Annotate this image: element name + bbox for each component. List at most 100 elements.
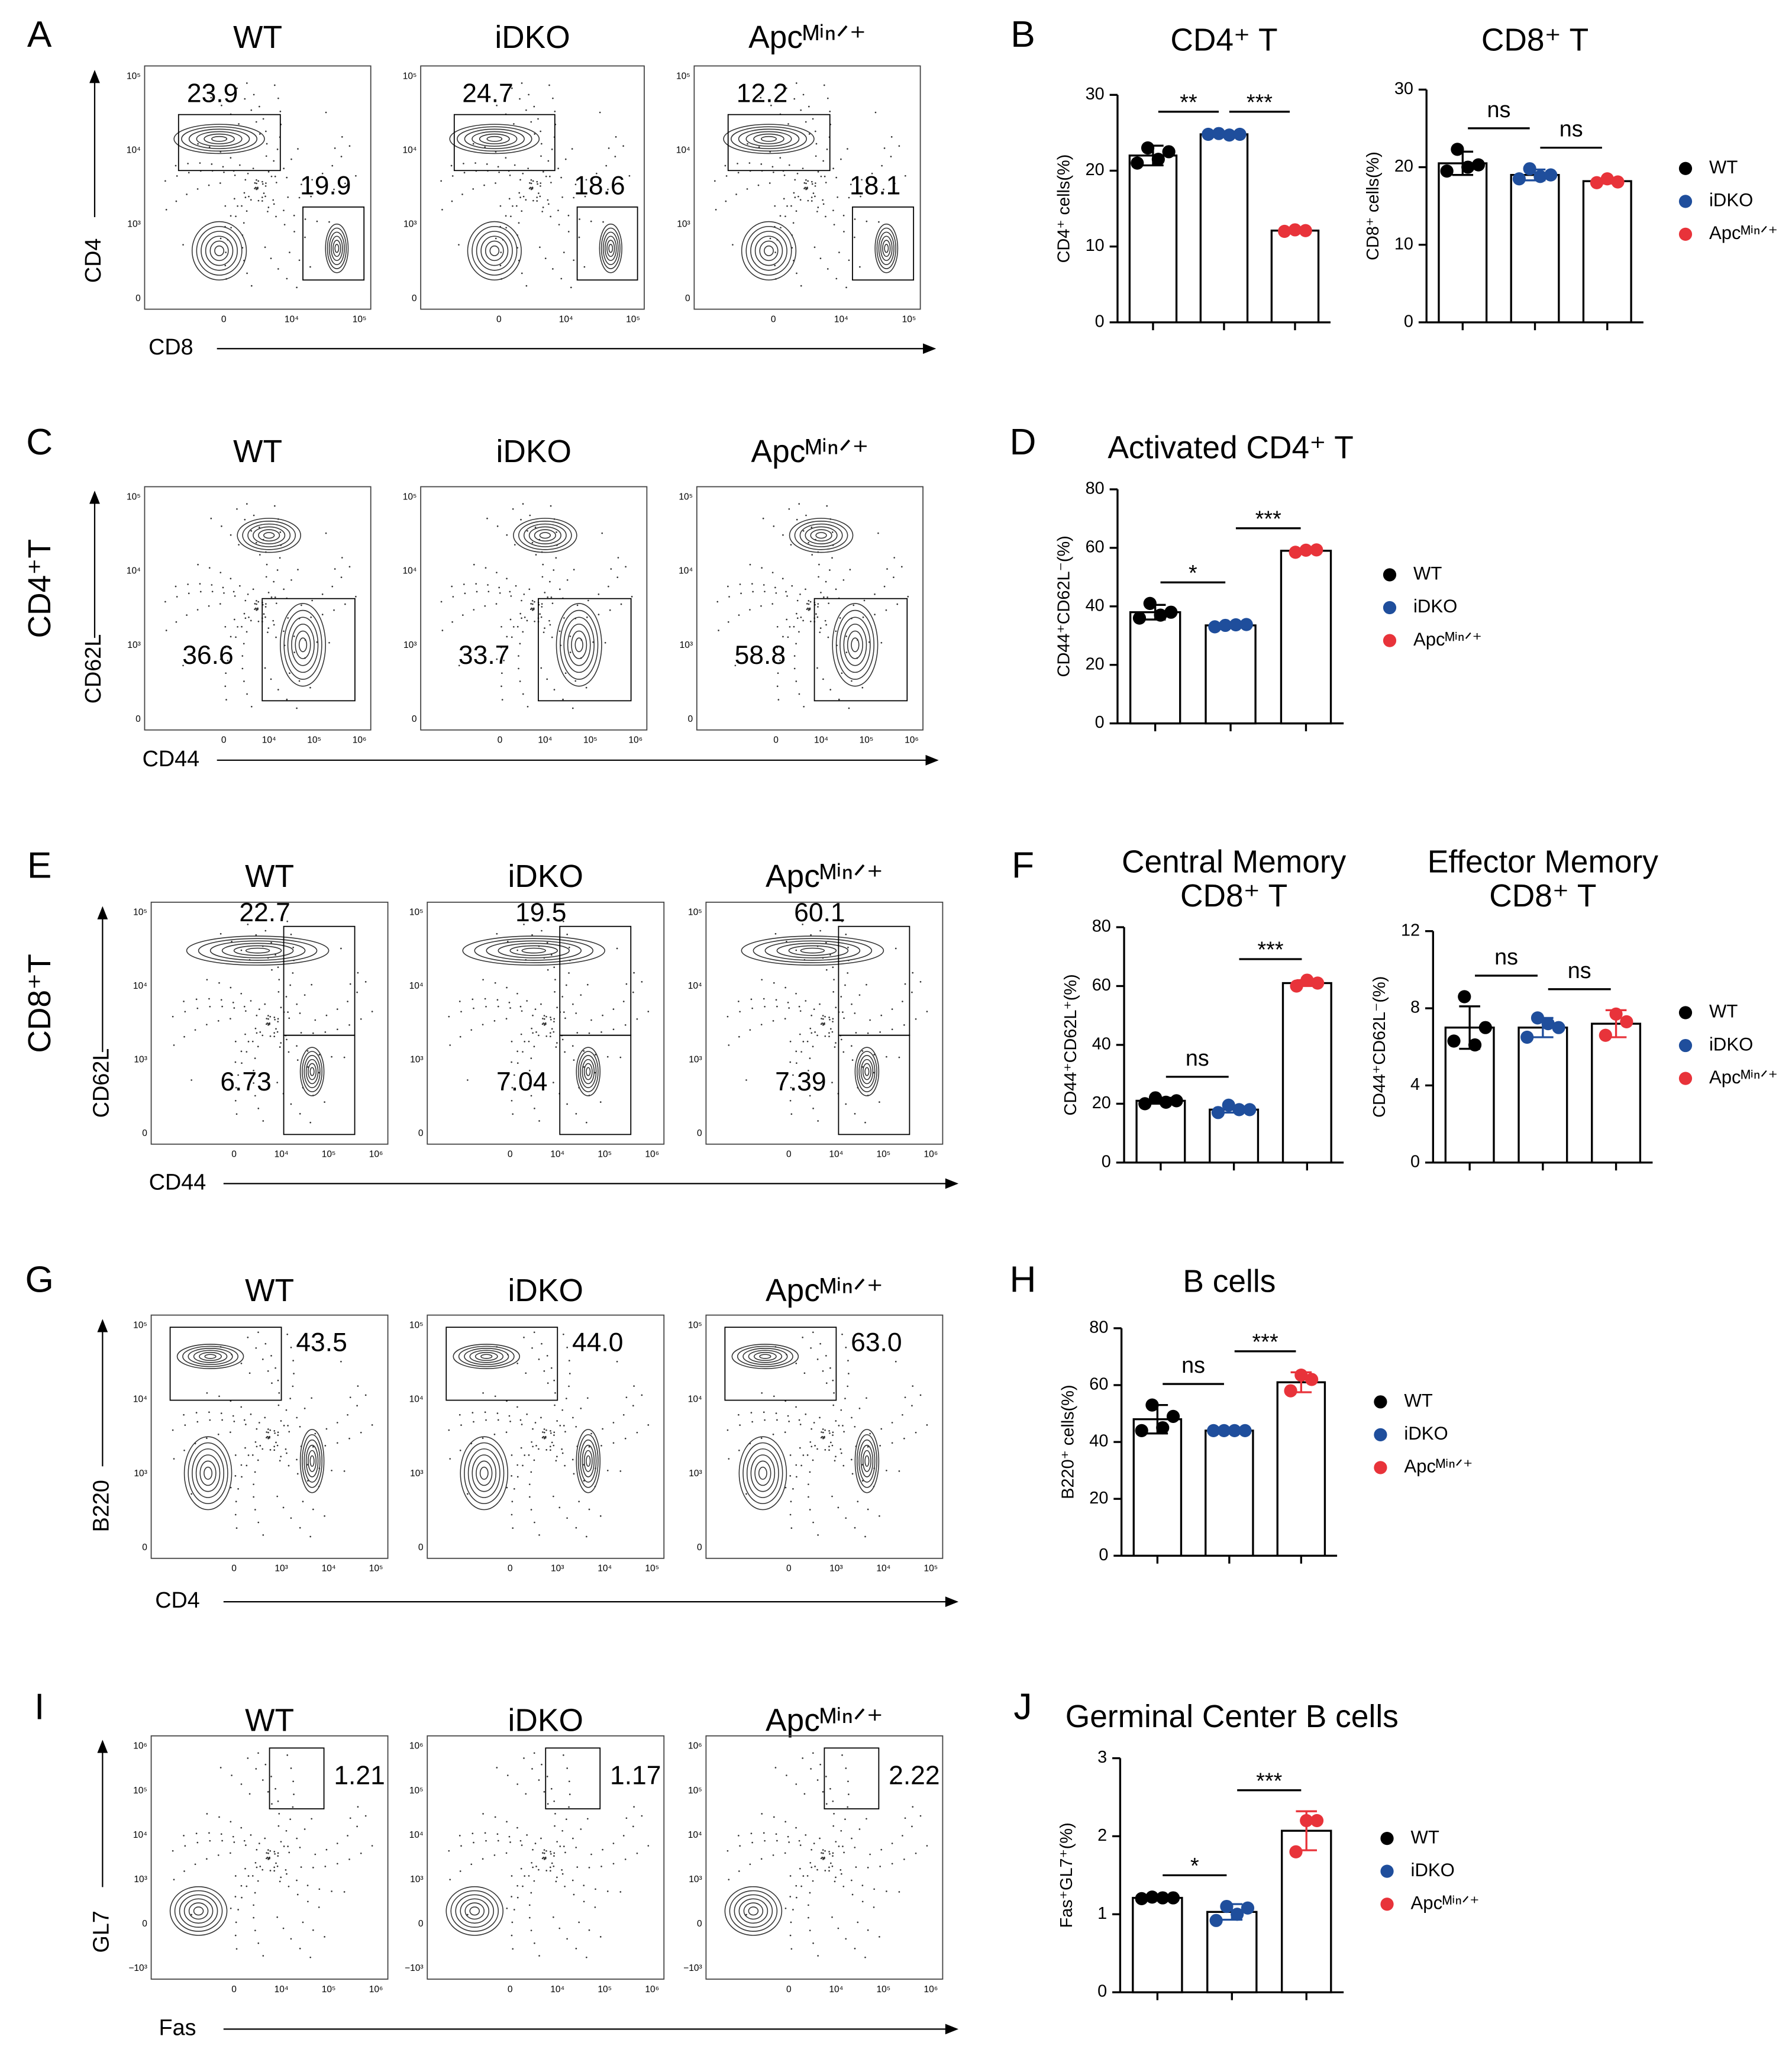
event-dot	[464, 592, 466, 595]
event-dot	[543, 1858, 545, 1860]
event-dot	[919, 1815, 922, 1817]
event-dot	[829, 1862, 832, 1864]
contour	[188, 1442, 228, 1505]
event-dot	[257, 1942, 260, 1944]
event-dot	[275, 636, 277, 638]
y-tick-label: 10⁶	[133, 1741, 147, 1751]
contour	[205, 235, 234, 266]
event-dot	[311, 179, 313, 181]
event-dot	[622, 145, 624, 147]
event-dot	[585, 686, 587, 689]
event-dot	[508, 1835, 511, 1838]
event-dot	[834, 1880, 836, 1883]
y-tick-label: 10⁴	[688, 981, 702, 991]
event-dot	[248, 1372, 251, 1374]
contour	[302, 1434, 323, 1488]
contour	[608, 244, 614, 253]
event-dot	[540, 1003, 542, 1005]
event-dot	[553, 1800, 556, 1802]
event-dot	[524, 1041, 526, 1043]
event-dot	[866, 1818, 867, 1820]
event-dot	[828, 1032, 830, 1034]
contour	[485, 240, 504, 262]
event-dot	[347, 1414, 348, 1416]
event-dot	[264, 1003, 266, 1005]
contour	[479, 1466, 489, 1480]
event-dot	[806, 1040, 809, 1043]
event-dot	[545, 1035, 548, 1037]
event-dot	[796, 612, 797, 615]
event-dot	[572, 1416, 574, 1419]
event-dot	[440, 601, 443, 603]
event-dot	[290, 1938, 292, 1940]
event-dot	[485, 1005, 487, 1008]
event-dot	[535, 1445, 537, 1447]
event-dot	[547, 596, 549, 598]
event-dot	[252, 167, 254, 170]
contour	[738, 1436, 787, 1511]
event-dot	[290, 1517, 292, 1519]
contour	[192, 1448, 225, 1498]
event-dot	[828, 1430, 830, 1432]
event-dot	[543, 1018, 545, 1020]
data-point	[1461, 160, 1475, 174]
data-point	[1478, 1021, 1492, 1034]
event-dot	[864, 1121, 866, 1124]
contour	[776, 943, 849, 959]
event-dot	[224, 625, 227, 628]
event-dot	[784, 1073, 787, 1075]
contour	[445, 1886, 504, 1936]
event-dot	[243, 643, 245, 645]
event-dot	[278, 979, 280, 981]
event-dot	[301, 604, 302, 606]
event-dot	[760, 96, 762, 99]
x-tick-label: 10⁵	[322, 1150, 336, 1160]
event-dot	[532, 1014, 534, 1017]
event-dot	[622, 1414, 625, 1416]
event-dot	[331, 1469, 332, 1472]
event-dot	[519, 1005, 522, 1008]
event-dot	[264, 930, 267, 932]
event-dot	[811, 554, 813, 556]
event-dot	[620, 603, 622, 605]
contour	[858, 1055, 876, 1089]
event-dot	[269, 1015, 272, 1018]
y-tick-label: 10	[1394, 234, 1413, 253]
event-dot	[782, 577, 784, 580]
event-dot	[590, 220, 592, 222]
event-dot	[541, 1437, 544, 1439]
event-dot	[847, 1780, 849, 1783]
event-dot	[647, 1424, 650, 1426]
event-dot	[911, 1825, 913, 1828]
event-dot	[269, 1035, 272, 1037]
event-dot	[266, 1431, 268, 1433]
contour	[458, 1345, 515, 1367]
event-dot	[814, 1031, 816, 1033]
x-tick-label: 10⁶	[924, 1985, 938, 1995]
legend-dot	[1678, 1006, 1693, 1019]
event-dot	[259, 1843, 260, 1844]
bar	[1132, 1896, 1183, 1993]
contour	[738, 128, 800, 150]
significance-label: *	[1190, 1854, 1199, 1879]
event-dot	[600, 1444, 602, 1447]
data-point	[1243, 1103, 1257, 1117]
x-tick-label: 10⁶	[905, 735, 919, 746]
event-dot	[880, 641, 883, 644]
event-dot	[761, 979, 763, 981]
gate-percent: 1.21	[334, 1761, 385, 1790]
event-dot	[786, 205, 788, 207]
event-dot	[296, 1045, 298, 1047]
event-dot	[208, 1832, 210, 1834]
event-dot	[164, 601, 166, 603]
event-dot	[855, 1032, 857, 1034]
event-dot	[276, 1495, 279, 1498]
contour	[298, 637, 308, 653]
event-dot	[812, 1459, 814, 1461]
event-dot	[259, 1422, 260, 1424]
event-dot	[750, 998, 753, 1001]
event-dot	[832, 966, 834, 969]
event-dot	[248, 616, 250, 618]
event-dot	[562, 698, 564, 701]
event-dot	[533, 1752, 535, 1754]
